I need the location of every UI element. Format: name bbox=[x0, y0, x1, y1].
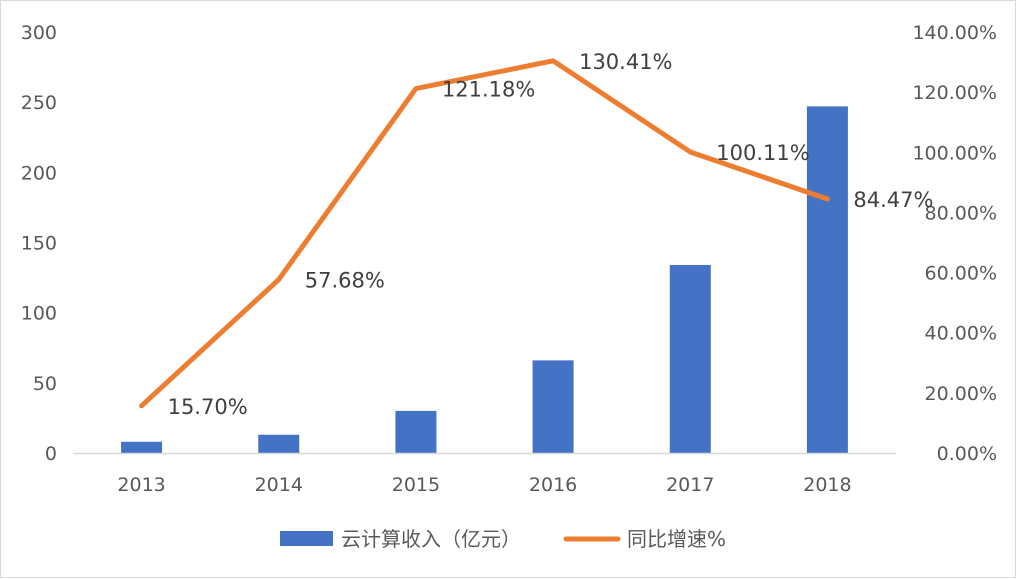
bar-2014 bbox=[258, 435, 299, 453]
right-axis-tick-label: 20.00% bbox=[925, 383, 997, 405]
left-axis-tick-label: 300 bbox=[21, 22, 57, 44]
line-data-label: 15.70% bbox=[168, 395, 248, 419]
left-axis-tick-label: 50 bbox=[33, 373, 57, 395]
bar-2015 bbox=[395, 411, 436, 453]
x-axis-ticks: 2013 2014 2015 2016 2017 2018 bbox=[117, 474, 851, 496]
x-axis-tick-label: 2014 bbox=[255, 474, 303, 496]
right-axis-tick-label: 140.00% bbox=[912, 22, 997, 44]
left-axis-tick-label: 150 bbox=[21, 233, 57, 255]
left-axis-tick-label: 200 bbox=[21, 162, 57, 184]
right-axis-tick-label: 60.00% bbox=[925, 263, 997, 285]
legend-label-bar: 云计算收入（亿元） bbox=[341, 527, 521, 551]
line-data-label: 100.11% bbox=[716, 141, 809, 165]
line-data-label: 130.41% bbox=[579, 50, 672, 74]
left-axis-tick-label: 250 bbox=[21, 92, 57, 114]
bar-2018 bbox=[807, 106, 848, 453]
x-axis-tick-label: 2017 bbox=[666, 474, 714, 496]
bar-2016 bbox=[533, 360, 574, 453]
line-data-label: 121.18% bbox=[442, 78, 535, 102]
right-axis-tick-label: 40.00% bbox=[925, 323, 997, 345]
left-axis-tick-label: 100 bbox=[21, 303, 57, 325]
right-axis-ticks: 0.00% 20.00% 40.00% 60.00% 80.00% 100.00% 120.… bbox=[912, 22, 997, 465]
x-axis-tick-label: 2018 bbox=[803, 474, 851, 496]
line-series bbox=[142, 61, 828, 406]
bar-2017 bbox=[670, 265, 711, 453]
growth-rate-line bbox=[142, 61, 828, 406]
legend-label-line: 同比增速% bbox=[627, 527, 726, 551]
right-axis-tick-label: 80.00% bbox=[925, 202, 997, 224]
left-axis-ticks: 0 50 100 150 200 250 300 bbox=[21, 22, 57, 465]
x-axis-tick-label: 2015 bbox=[392, 474, 440, 496]
right-axis-tick-label: 0.00% bbox=[937, 443, 997, 465]
line-data-label: 84.47% bbox=[853, 188, 933, 212]
legend-swatch-bar bbox=[280, 531, 333, 546]
bar-2013 bbox=[121, 442, 162, 453]
right-axis-tick-label: 120.00% bbox=[912, 82, 997, 104]
legend: 云计算收入（亿元） 同比增速% bbox=[280, 527, 726, 551]
right-axis-tick-label: 100.00% bbox=[912, 142, 997, 164]
line-data-label: 57.68% bbox=[305, 269, 385, 293]
x-axis-tick-label: 2016 bbox=[529, 474, 577, 496]
x-axis-tick-label: 2013 bbox=[117, 474, 165, 496]
left-axis-tick-label: 0 bbox=[45, 443, 57, 465]
